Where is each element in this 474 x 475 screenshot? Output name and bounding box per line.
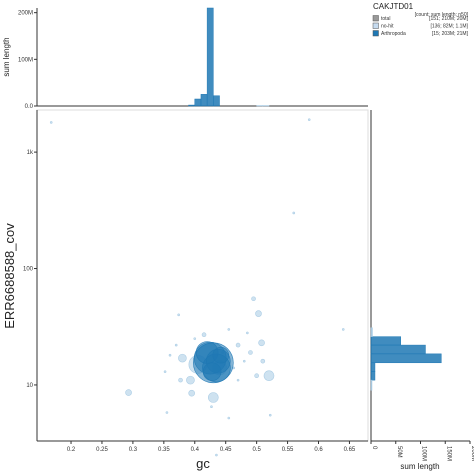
scatter-panel: 0.2 0.25 0.3 0.35 0.4 0.45 0.5 0.55 0.6 0.65 1010… <box>23 109 369 457</box>
x-tick-label: 0.65 <box>344 447 356 453</box>
legend-label: Arthropoda <box>381 31 406 37</box>
right-hist-bar <box>370 327 373 337</box>
scatter-point <box>186 375 195 385</box>
scatter-point <box>260 358 266 364</box>
x-tick-label: 0.5 <box>252 447 261 453</box>
top-hist-tick-label: 0.0 <box>25 104 34 110</box>
scatter-point <box>49 121 53 124</box>
top-hist-bars <box>188 7 270 107</box>
legend-items: total [151; 210M; 20M] no-hit [136; 82M; 1.… <box>372 15 469 37</box>
right-hist-ticks: 0 50M 100M 150M 200M <box>370 441 474 461</box>
scatter-points <box>49 118 345 457</box>
legend-label: no-hit <box>381 24 394 30</box>
y-tick-label: 10 <box>26 383 33 389</box>
scatter-point <box>212 346 230 364</box>
y-axis-title: ERR6688588_cov <box>2 223 17 329</box>
legend: CAKJTD01 [count; sum length; n50] total [… <box>372 2 469 37</box>
legend-label: total <box>381 16 390 22</box>
scatter-point <box>174 343 178 347</box>
right-hist-tick-label: 200M <box>470 446 474 461</box>
right-hist-bar <box>370 362 376 372</box>
scatter-point <box>246 331 249 335</box>
legend-stats: [136; 82M; 1.1M] <box>430 24 468 30</box>
scatter-point <box>215 453 218 457</box>
legend-swatch <box>372 22 379 29</box>
scatter-point <box>125 389 132 396</box>
scatter-point <box>165 411 169 414</box>
top-hist-axis-title: sum length <box>2 37 11 76</box>
scatter-point <box>235 342 241 348</box>
top-hist-bar <box>194 98 202 107</box>
scatter-point <box>178 353 187 363</box>
legend-stats: [151; 210M; 20M] <box>429 16 469 22</box>
legend-swatch <box>372 15 379 22</box>
top-hist-ticks: 0.0 100M 200M <box>18 11 37 110</box>
scatter-point <box>178 377 183 383</box>
top-hist-bar <box>188 104 196 107</box>
x-tick-label: 0.4 <box>191 447 200 453</box>
scatter-point <box>188 389 195 397</box>
right-hist-tick-label: 50M <box>396 446 402 458</box>
scatter-point <box>236 378 240 382</box>
legend-title: CAKJTD01 <box>373 2 414 11</box>
y-tick-label: 100 <box>23 267 34 273</box>
x-tick-label: 0.45 <box>220 447 232 453</box>
scatter-point <box>227 328 231 331</box>
top-histogram-panel: 0.0 100M 200M <box>18 7 368 110</box>
y-tick-label: 1k <box>27 150 34 156</box>
x-tick-label: 0.25 <box>96 447 108 453</box>
top-hist-bar <box>200 94 208 107</box>
right-hist-bar <box>370 336 401 346</box>
scatter-point <box>210 405 213 409</box>
right-hist-tick-label: 100M <box>421 446 427 461</box>
right-hist-tick-label: 0 <box>371 446 377 450</box>
top-hist-bar <box>206 7 214 107</box>
scatter-point <box>201 332 207 338</box>
x-tick-label: 0.6 <box>314 447 323 453</box>
scatter-point <box>208 392 219 403</box>
scatter-point <box>193 337 197 340</box>
right-hist-bar <box>370 344 426 355</box>
right-hist-axis-title: sum length <box>400 462 439 471</box>
top-hist-tick-label: 200M <box>18 11 33 17</box>
x-axis-ticks: 0.2 0.25 0.3 0.35 0.4 0.45 0.5 0.55 0.6 0.65 <box>67 441 356 453</box>
scatter-frame <box>36 109 369 442</box>
scatter-point <box>177 313 180 317</box>
scatter-point <box>292 211 296 215</box>
scatter-point <box>255 310 262 317</box>
top-hist-bar <box>213 95 220 107</box>
scatter-point <box>248 350 253 355</box>
scatter-point <box>307 118 311 121</box>
y-axis-ticks: 10 100 1k <box>23 150 37 389</box>
right-hist-tick-label: 150M <box>445 446 451 461</box>
legend-header: [count; sum length; n50] <box>415 12 469 18</box>
scatter-point <box>242 359 246 363</box>
x-tick-label: 0.2 <box>67 447 76 453</box>
top-hist-tick-label: 100M <box>18 57 33 63</box>
right-hist-bar <box>370 371 376 381</box>
right-hist-bar <box>370 379 373 391</box>
scatter-point <box>268 413 272 417</box>
scatter-point <box>263 370 275 382</box>
scatter-point <box>258 339 265 347</box>
scatter-point <box>341 328 345 331</box>
scatter-point <box>251 296 256 302</box>
x-axis-title: gc <box>196 456 210 471</box>
right-hist-bar <box>370 353 442 364</box>
scatter-point <box>168 353 172 357</box>
legend-stats: [15; 203M; 21M] <box>432 31 469 37</box>
x-tick-label: 0.3 <box>129 447 138 453</box>
right-hist-bars <box>370 327 442 391</box>
scatter-point <box>163 370 167 373</box>
x-tick-label: 0.35 <box>158 447 170 453</box>
scatter-point <box>202 362 222 381</box>
right-histogram-panel: 0 50M 100M 150M 200M <box>370 110 474 461</box>
legend-swatch <box>372 30 379 37</box>
x-tick-label: 0.55 <box>282 447 294 453</box>
scatter-point <box>254 373 259 379</box>
scatter-point <box>227 416 231 420</box>
